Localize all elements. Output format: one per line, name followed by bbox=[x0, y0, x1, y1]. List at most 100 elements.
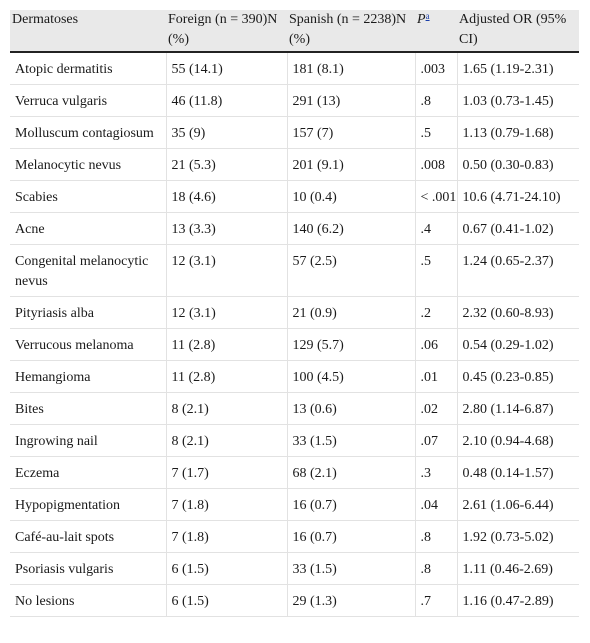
spanish-cell: 29 (1.3) bbox=[287, 584, 416, 617]
dermatosis-cell: Hypopigmentation bbox=[10, 488, 167, 521]
dermatoses-table: Dermatoses Foreign (n = 390)N (%) Spanis… bbox=[10, 10, 579, 617]
p-value-cell: .003 bbox=[415, 52, 458, 85]
table-row: Congenital melanocytic nevus 12 (3.1) 57 (… bbox=[10, 244, 579, 297]
spanish-cell: 68 (2.1) bbox=[287, 456, 416, 489]
p-value-cell: .01 bbox=[415, 360, 458, 393]
foreign-cell: 18 (4.6) bbox=[166, 180, 288, 213]
foreign-cell: 21 (5.3) bbox=[166, 148, 288, 181]
p-value-cell: .4 bbox=[415, 212, 458, 245]
adjusted-or-cell: 1.24 (0.65-2.37) bbox=[457, 244, 579, 297]
spanish-cell: 140 (6.2) bbox=[287, 212, 416, 245]
dermatosis-cell: Melanocytic nevus bbox=[10, 148, 167, 181]
table-row: Bites 8 (2.1) 13 (0.6) .02 2.80 (1.14-6.87) bbox=[10, 392, 579, 425]
table-row: Molluscum contagiosum 35 (9) 157 (7) .5 1.13… bbox=[10, 116, 579, 149]
header-spanish: Spanish (n = 2238)N (%) bbox=[287, 10, 415, 53]
table-row: Psoriasis vulgaris 6 (1.5) 33 (1.5) .8 1.11 … bbox=[10, 552, 579, 585]
spanish-cell: 16 (0.7) bbox=[287, 488, 416, 521]
table-row: Hypopigmentation 7 (1.8) 16 (0.7) .04 2.61 (… bbox=[10, 488, 579, 521]
adjusted-or-cell: 0.54 (0.29-1.02) bbox=[457, 328, 579, 361]
spanish-cell: 13 (0.6) bbox=[287, 392, 416, 425]
adjusted-or-cell: 0.48 (0.14-1.57) bbox=[457, 456, 579, 489]
adjusted-or-cell: 2.10 (0.94-4.68) bbox=[457, 424, 579, 457]
p-value-cell: .5 bbox=[415, 116, 458, 149]
dermatosis-cell: Atopic dermatitis bbox=[10, 52, 167, 85]
dermatosis-cell: Pityriasis alba bbox=[10, 296, 167, 329]
p-value-cell: .2 bbox=[415, 296, 458, 329]
table-row: Verruca vulgaris 46 (11.8) 291 (13) .8 1.03 … bbox=[10, 84, 579, 117]
p-value-cell: .5 bbox=[415, 244, 458, 297]
spanish-cell: 10 (0.4) bbox=[287, 180, 416, 213]
dermatosis-cell: Eczema bbox=[10, 456, 167, 489]
foreign-cell: 11 (2.8) bbox=[166, 328, 288, 361]
footnote-a-link[interactable]: a bbox=[425, 11, 430, 21]
header-row: Dermatoses Foreign (n = 390)N (%) Spanis… bbox=[10, 10, 579, 53]
table-row: Melanocytic nevus 21 (5.3) 201 (9.1) .008 0.… bbox=[10, 148, 579, 181]
spanish-cell: 157 (7) bbox=[287, 116, 416, 149]
spanish-cell: 57 (2.5) bbox=[287, 244, 416, 297]
p-value-cell: .8 bbox=[415, 520, 458, 553]
dermatosis-cell: Ingrowing nail bbox=[10, 424, 167, 457]
header-dermatoses: Dermatoses bbox=[10, 10, 166, 53]
dermatosis-cell: Bites bbox=[10, 392, 167, 425]
spanish-cell: 201 (9.1) bbox=[287, 148, 416, 181]
foreign-cell: 7 (1.7) bbox=[166, 456, 288, 489]
dermatosis-cell: Scabies bbox=[10, 180, 167, 213]
table-row: Ingrowing nail 8 (2.1) 33 (1.5) .07 2.10 (0.… bbox=[10, 424, 579, 457]
foreign-cell: 8 (2.1) bbox=[166, 424, 288, 457]
dermatosis-cell: Verrucous melanoma bbox=[10, 328, 167, 361]
adjusted-or-cell: 1.11 (0.46-2.69) bbox=[457, 552, 579, 585]
table-row: Acne 13 (3.3) 140 (6.2) .4 0.67 (0.41-1.02) bbox=[10, 212, 579, 245]
adjusted-or-cell: 0.50 (0.30-0.83) bbox=[457, 148, 579, 181]
spanish-cell: 16 (0.7) bbox=[287, 520, 416, 553]
table-header: Dermatoses Foreign (n = 390)N (%) Spanis… bbox=[10, 10, 579, 53]
adjusted-or-cell: 0.67 (0.41-1.02) bbox=[457, 212, 579, 245]
foreign-cell: 7 (1.8) bbox=[166, 488, 288, 521]
foreign-cell: 12 (3.1) bbox=[166, 296, 288, 329]
p-value-cell: .7 bbox=[415, 584, 458, 617]
spanish-cell: 291 (13) bbox=[287, 84, 416, 117]
header-adjusted-or: Adjusted OR (95% CI) bbox=[457, 10, 579, 53]
adjusted-or-cell: 0.45 (0.23-0.85) bbox=[457, 360, 579, 393]
dermatosis-cell: Verruca vulgaris bbox=[10, 84, 167, 117]
table-row: Atopic dermatitis 55 (14.1) 181 (8.1) .003 1… bbox=[10, 52, 579, 85]
foreign-cell: 55 (14.1) bbox=[166, 52, 288, 85]
adjusted-or-cell: 2.61 (1.06-6.44) bbox=[457, 488, 579, 521]
adjusted-or-cell: 1.03 (0.73-1.45) bbox=[457, 84, 579, 117]
dermatosis-cell: Molluscum contagiosum bbox=[10, 116, 167, 149]
p-value-cell: .04 bbox=[415, 488, 458, 521]
dermatosis-cell: Acne bbox=[10, 212, 167, 245]
p-value-cell: .008 bbox=[415, 148, 458, 181]
foreign-cell: 13 (3.3) bbox=[166, 212, 288, 245]
adjusted-or-cell: 1.13 (0.79-1.68) bbox=[457, 116, 579, 149]
foreign-cell: 35 (9) bbox=[166, 116, 288, 149]
table-row: Scabies 18 (4.6) 10 (0.4) < .001 10.6 (4.71-… bbox=[10, 180, 579, 213]
spanish-cell: 181 (8.1) bbox=[287, 52, 416, 85]
spanish-cell: 33 (1.5) bbox=[287, 552, 416, 585]
p-value-cell: .8 bbox=[415, 552, 458, 585]
table-row: No lesions 6 (1.5) 29 (1.3) .7 1.16 (0.47-2.… bbox=[10, 584, 579, 617]
dermatosis-cell: Congenital melanocytic nevus bbox=[10, 244, 167, 297]
p-value-cell: .02 bbox=[415, 392, 458, 425]
header-foreign: Foreign (n = 390)N (%) bbox=[166, 10, 287, 53]
dermatosis-cell: No lesions bbox=[10, 584, 167, 617]
header-p-label: P bbox=[417, 12, 426, 27]
table-container: Dermatoses Foreign (n = 390)N (%) Spanis… bbox=[10, 10, 579, 617]
table-row: Café-au-lait spots 7 (1.8) 16 (0.7) .8 1.92 … bbox=[10, 520, 579, 553]
spanish-cell: 21 (0.9) bbox=[287, 296, 416, 329]
p-value-cell: .07 bbox=[415, 424, 458, 457]
p-value-cell: .8 bbox=[415, 84, 458, 117]
p-value-cell: .06 bbox=[415, 328, 458, 361]
spanish-cell: 100 (4.5) bbox=[287, 360, 416, 393]
adjusted-or-cell: 2.32 (0.60-8.93) bbox=[457, 296, 579, 329]
foreign-cell: 7 (1.8) bbox=[166, 520, 288, 553]
adjusted-or-cell: 1.65 (1.19-2.31) bbox=[457, 52, 579, 85]
foreign-cell: 12 (3.1) bbox=[166, 244, 288, 297]
foreign-cell: 8 (2.1) bbox=[166, 392, 288, 425]
dermatosis-cell: Hemangioma bbox=[10, 360, 167, 393]
table-row: Pityriasis alba 12 (3.1) 21 (0.9) .2 2.32 (0… bbox=[10, 296, 579, 329]
adjusted-or-cell: 10.6 (4.71-24.10) bbox=[457, 180, 579, 213]
table-row: Eczema 7 (1.7) 68 (2.1) .3 0.48 (0.14-1.57) bbox=[10, 456, 579, 489]
adjusted-or-cell: 1.92 (0.73-5.02) bbox=[457, 520, 579, 553]
p-value-cell: .3 bbox=[415, 456, 458, 489]
foreign-cell: 46 (11.8) bbox=[166, 84, 288, 117]
